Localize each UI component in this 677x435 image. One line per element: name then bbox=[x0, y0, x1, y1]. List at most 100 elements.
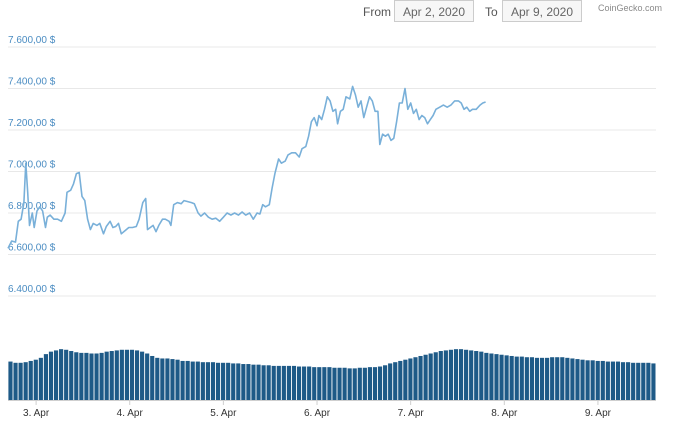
volume-bar bbox=[13, 362, 18, 400]
volume-bar bbox=[408, 358, 413, 400]
volume-bar bbox=[291, 365, 297, 400]
volume-bar bbox=[286, 365, 291, 400]
volume-bar bbox=[48, 351, 54, 400]
volume-bar bbox=[256, 364, 261, 400]
volume-bar bbox=[104, 351, 109, 400]
volume-bar bbox=[94, 353, 99, 400]
volume-bar bbox=[129, 349, 135, 400]
volume-bar bbox=[479, 351, 484, 400]
volume-bar bbox=[79, 352, 84, 400]
y-tick-label: 6.400,00 $ bbox=[8, 284, 56, 295]
volume-bar bbox=[150, 355, 155, 400]
volume-bar bbox=[251, 364, 256, 400]
volume-bar bbox=[545, 357, 550, 400]
x-tick-label: 3. Apr bbox=[23, 408, 50, 419]
volume-bar bbox=[398, 360, 403, 400]
volume-bar bbox=[180, 360, 185, 400]
volume-bar bbox=[383, 365, 388, 400]
volume-bar bbox=[646, 362, 651, 400]
volume-bar bbox=[231, 363, 236, 400]
volume-bar bbox=[499, 354, 504, 400]
x-tick-label: 7. Apr bbox=[398, 408, 425, 419]
volume-bar bbox=[631, 362, 636, 400]
volume-bar bbox=[514, 356, 519, 400]
volume-bar bbox=[200, 362, 205, 400]
volume-bar bbox=[362, 367, 367, 400]
volume-bar bbox=[600, 360, 605, 400]
volume-bar bbox=[281, 365, 286, 400]
volume-bar bbox=[615, 361, 621, 400]
volume-bar bbox=[43, 354, 48, 400]
volume-bar bbox=[236, 363, 241, 400]
volume-bar bbox=[539, 357, 545, 400]
volume-bar bbox=[160, 358, 165, 400]
to-label: To bbox=[485, 5, 498, 19]
volume-bar bbox=[195, 361, 200, 400]
volume-bar bbox=[534, 357, 540, 400]
volume-bars bbox=[8, 349, 656, 400]
volume-bar bbox=[489, 353, 494, 400]
volume-bar bbox=[307, 366, 312, 400]
volume-bar bbox=[84, 352, 89, 400]
volume-bar bbox=[418, 355, 423, 400]
volume-bar bbox=[114, 350, 119, 400]
volume-bar bbox=[403, 359, 408, 400]
volume-bar bbox=[261, 365, 266, 400]
y-tick-label: 7.000,00 $ bbox=[8, 160, 56, 171]
volume-bar bbox=[124, 349, 129, 400]
credits-link[interactable]: CoinGecko.com bbox=[598, 3, 663, 13]
volume-bar bbox=[560, 357, 565, 400]
price-line[interactable] bbox=[7, 85, 486, 249]
volume-bar bbox=[474, 351, 479, 400]
volume-bar bbox=[145, 353, 150, 400]
volume-bar bbox=[140, 351, 145, 400]
volume-bar bbox=[357, 367, 362, 400]
volume-bar bbox=[302, 366, 307, 400]
volume-bar bbox=[190, 361, 195, 400]
volume-bar bbox=[626, 362, 631, 400]
volume-bar bbox=[388, 363, 393, 400]
volume-bar bbox=[89, 353, 94, 400]
volume-bar bbox=[443, 350, 448, 400]
y-tick-label: 7.600,00 $ bbox=[8, 35, 56, 46]
volume-bar bbox=[327, 367, 332, 400]
from-label: From bbox=[363, 5, 391, 19]
volume-bar bbox=[580, 359, 585, 400]
volume-bar bbox=[347, 368, 352, 400]
volume-bar bbox=[484, 352, 489, 400]
volume-bar bbox=[215, 362, 221, 400]
volume-bar bbox=[636, 362, 641, 400]
volume-bar bbox=[185, 360, 190, 400]
volume-bar bbox=[641, 362, 646, 400]
volume-bar bbox=[438, 351, 443, 400]
volume-bar bbox=[134, 350, 140, 400]
volume-bar bbox=[317, 367, 322, 400]
volume-bar bbox=[342, 367, 347, 400]
volume-bar bbox=[53, 350, 59, 400]
volume-bar bbox=[565, 357, 570, 400]
volume-bar bbox=[69, 351, 74, 400]
volume-bar bbox=[367, 367, 372, 400]
volume-bar bbox=[529, 357, 534, 400]
volume-bar bbox=[276, 365, 281, 400]
volume-bar bbox=[241, 364, 246, 400]
y-tick-label: 6.800,00 $ bbox=[8, 201, 56, 212]
to-date-input[interactable]: Apr 9, 2020 bbox=[502, 0, 582, 22]
from-date-input[interactable]: Apr 2, 2020 bbox=[394, 0, 474, 22]
volume-bar bbox=[605, 361, 610, 400]
volume-bar bbox=[469, 350, 474, 400]
x-axis: 3. Apr 4. Apr 5. Apr 6. Apr 7. Apr 8. Apr 9. A… bbox=[8, 400, 656, 419]
volume-bar bbox=[413, 357, 418, 400]
volume-bar bbox=[377, 366, 383, 400]
volume-bar bbox=[504, 355, 509, 400]
x-tick-label: 6. Apr bbox=[304, 408, 331, 419]
volume-bar bbox=[509, 355, 514, 400]
volume-bar bbox=[175, 359, 180, 400]
price-series[interactable] bbox=[7, 85, 486, 249]
volume-bar bbox=[99, 352, 104, 400]
volume-bar bbox=[428, 353, 433, 400]
volume-bar bbox=[372, 367, 378, 400]
volume-bar bbox=[226, 362, 231, 400]
volume-bar bbox=[423, 354, 428, 400]
